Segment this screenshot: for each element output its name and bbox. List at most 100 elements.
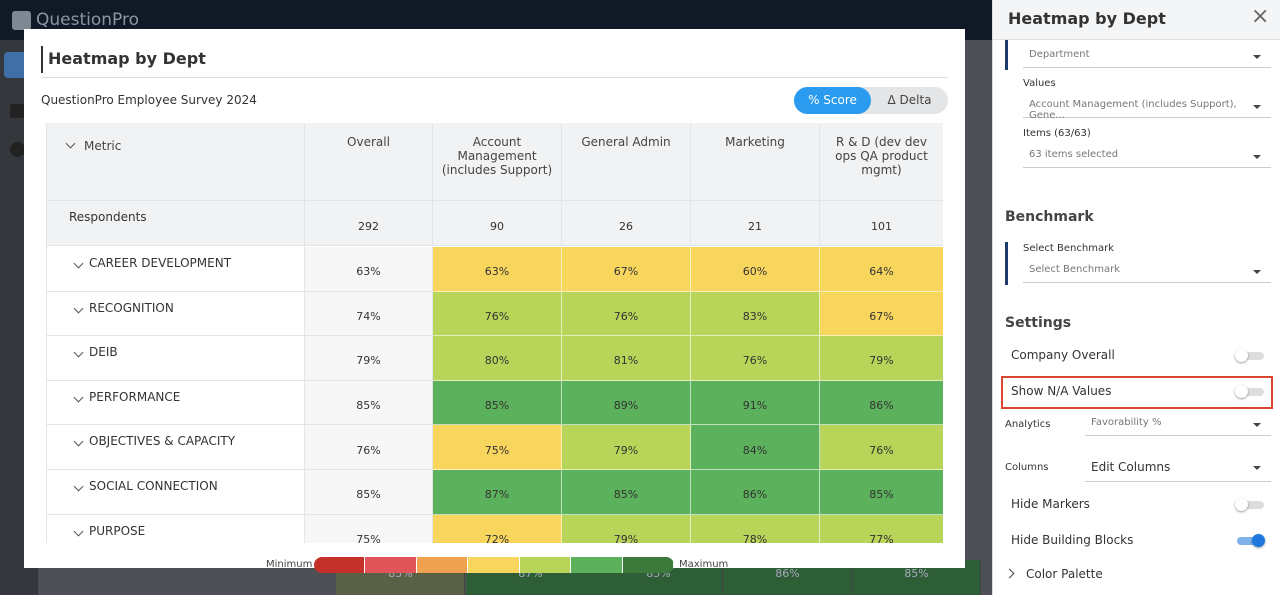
toggle-score[interactable]: % Score: [794, 87, 871, 114]
legend-swatch: [365, 557, 417, 573]
heat-cell: 91%: [691, 380, 820, 426]
heat-cell: 79%: [305, 336, 433, 381]
header-cell: Metric: [47, 123, 305, 201]
toggle-label: Hide Markers: [1011, 497, 1090, 511]
survey-name: QuestionPro Employee Survey 2024: [41, 93, 257, 107]
settings-heading: Settings: [1005, 315, 1072, 331]
heat-cell: 89%: [562, 380, 691, 426]
heat-cell: 72%: [433, 514, 562, 543]
values-select[interactable]: Account Management (includes Support), G…: [1023, 99, 1271, 121]
heat-cell: 84%: [691, 425, 820, 470]
legend-min: Minimum: [266, 559, 313, 570]
header-cell: General Admin: [562, 123, 691, 201]
benchmark-heading: Benchmark: [1005, 209, 1094, 225]
heat-cell: 75%: [433, 425, 562, 470]
metric-label: CAREER DEVELOPMENT: [47, 247, 305, 292]
highlight-box: [1001, 376, 1273, 409]
respondents-value: 21: [691, 201, 820, 246]
heat-cell: 64%: [820, 247, 943, 292]
panel-title: Heatmap by Dept: [1008, 9, 1166, 28]
color-palette[interactable]: Color Palette: [1026, 567, 1103, 581]
brand: QuestionPro: [36, 10, 140, 30]
toggle-delta[interactable]: Δ Delta: [887, 93, 932, 107]
heat-cell: 81%: [562, 336, 691, 381]
heat-cell: 80%: [433, 336, 562, 381]
toggle-knob[interactable]: [1252, 534, 1265, 547]
department-select[interactable]: Department: [1023, 49, 1271, 68]
toggle-knob[interactable]: [1235, 385, 1248, 398]
heat-cell: 85%: [433, 380, 562, 426]
heat-cell: 75%: [305, 514, 433, 543]
analytics-select[interactable]: Favorability %: [1085, 417, 1271, 436]
toggle-knob[interactable]: [1235, 349, 1248, 362]
items-select[interactable]: 63 items selected: [1023, 149, 1271, 168]
legend-swatch: [314, 557, 366, 573]
palette-chevron[interactable]: [1004, 568, 1015, 579]
toggle-switch[interactable]: [1235, 498, 1264, 511]
heat-cell: 67%: [820, 291, 943, 337]
group-accent: [1005, 40, 1008, 70]
title-accent: [41, 46, 43, 73]
background-value: 85%: [904, 567, 929, 580]
toggle-switch[interactable]: [1235, 349, 1264, 362]
logo-icon: [12, 11, 31, 30]
header-cell: Marketing: [691, 123, 820, 201]
nav-icon[interactable]: [10, 142, 25, 157]
heat-cell: 85%: [820, 470, 943, 515]
heat-cell: 76%: [562, 291, 691, 337]
toggle-switch[interactable]: [1237, 534, 1265, 547]
benchmark-label: Select Benchmark: [1023, 243, 1114, 254]
items-label: Items (63/63): [1023, 128, 1091, 139]
heat-cell: 85%: [562, 470, 691, 515]
toggle-knob[interactable]: [1235, 498, 1248, 511]
settings-panel: Heatmap by Dept × Department Values Account …: [992, 0, 1280, 595]
toggle-label: Company Overall: [1011, 348, 1115, 362]
benchmark-select[interactable]: Select Benchmark: [1023, 264, 1271, 283]
heat-cell: 76%: [433, 291, 562, 337]
view-toggle: % Score Δ Delta: [794, 87, 948, 114]
heat-cell: 60%: [691, 247, 820, 292]
respondents-value: 101: [820, 201, 943, 246]
heat-cell: 77%: [820, 514, 943, 543]
header-cell: Overall: [305, 123, 433, 201]
heatmap-table: Metric Overall Account Management (include…: [46, 123, 943, 543]
legend-swatch: [468, 557, 520, 573]
heat-cell: 79%: [820, 336, 943, 381]
heat-cell: 83%: [691, 291, 820, 337]
heat-cell: 67%: [562, 247, 691, 292]
heat-cell: 63%: [305, 247, 433, 292]
values-label: Values: [1023, 78, 1056, 89]
modal-title: Heatmap by Dept: [48, 49, 206, 68]
modal: Heatmap by Dept QuestionPro Employee Surv…: [24, 29, 965, 573]
analytics-label: Analytics: [1005, 419, 1051, 430]
toggle-switch[interactable]: [1235, 385, 1264, 398]
nav-icon[interactable]: [10, 104, 26, 118]
metric-label: SOCIAL CONNECTION: [47, 470, 305, 515]
toggle-label: Show N/A Values: [1011, 384, 1112, 398]
metric-label: DEIB: [47, 336, 305, 381]
close-button[interactable]: ×: [1251, 4, 1270, 29]
legend-swatch: [416, 557, 469, 573]
title-rule: [41, 77, 948, 78]
background-value: 86%: [775, 567, 800, 580]
heat-cell: 76%: [820, 425, 943, 470]
legend-bar: [314, 557, 674, 573]
legend-swatch: [571, 557, 623, 573]
columns-select[interactable]: Edit Columns: [1085, 460, 1271, 482]
heat-cell: 79%: [562, 514, 691, 543]
respondents-value: 26: [562, 201, 691, 246]
respondents-label: Respondents: [47, 201, 305, 246]
legend-swatch: [519, 557, 572, 573]
heat-cell: 85%: [305, 470, 433, 515]
heat-cell: 76%: [691, 336, 820, 381]
panel-header: [993, 0, 1280, 40]
heat-cell: 85%: [305, 380, 433, 426]
heat-cell: 74%: [305, 291, 433, 337]
metric-label: PURPOSE: [47, 514, 305, 543]
metric-label: OBJECTIVES & CAPACITY: [47, 425, 305, 470]
heat-cell: 87%: [433, 470, 562, 515]
legend-max: Maximum: [679, 559, 729, 570]
legend-swatch: [622, 557, 674, 573]
metric-label: PERFORMANCE: [47, 380, 305, 426]
heat-cell: 86%: [691, 470, 820, 515]
